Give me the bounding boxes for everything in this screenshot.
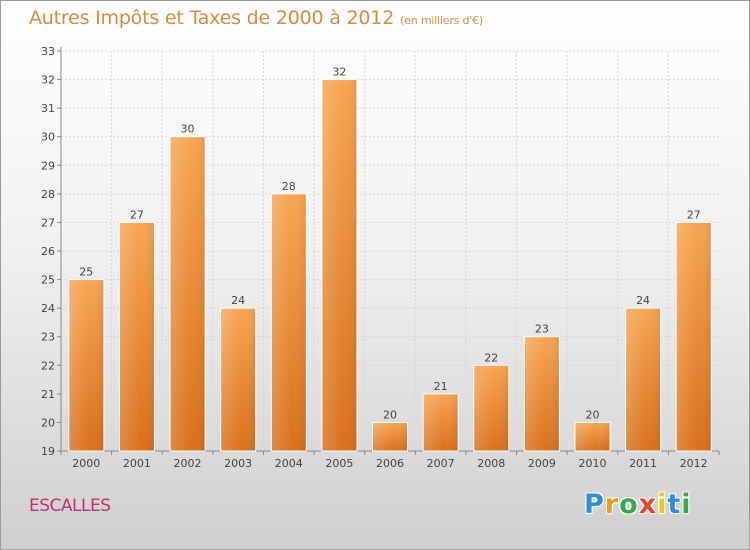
logo-letter-2: o: [619, 489, 639, 520]
bar-shade-2002: [170, 136, 206, 451]
value-label-2003: 24: [231, 294, 245, 307]
y-tick-label-19: 19: [41, 445, 55, 458]
bar-shade-2006: [372, 422, 408, 451]
bar-layer: [68, 79, 712, 452]
bar-shade-2009: [524, 336, 560, 451]
value-label-2002: 30: [181, 123, 195, 136]
value-label-2000: 25: [79, 266, 93, 279]
logo-letter-5: t: [667, 489, 682, 520]
logo-letter-0: P: [584, 489, 605, 520]
chart-title: Autres Impôts et Taxes de 2000 à 2012 (en…: [29, 7, 483, 29]
category-label-2011: 2011: [629, 457, 657, 470]
bar-shade-2008: [473, 365, 509, 451]
y-tick-label-29: 29: [41, 159, 55, 172]
chart-subtitle: (en milliers d'€): [400, 14, 483, 27]
value-label-2005: 32: [332, 66, 346, 79]
place-name: ESCALLES: [29, 496, 111, 516]
value-label-2011: 24: [636, 294, 650, 307]
value-label-2006: 20: [383, 408, 397, 421]
value-label-2009: 23: [535, 323, 549, 336]
category-label-2001: 2001: [123, 457, 151, 470]
chart-title-text: Autres Impôts et Taxes de 2000 à 2012: [29, 7, 395, 29]
logo-letter-4: i: [657, 489, 668, 520]
y-tick-label-27: 27: [41, 216, 55, 229]
category-label-2007: 2007: [427, 457, 455, 470]
category-label-2006: 2006: [376, 457, 404, 470]
value-label-2004: 28: [282, 180, 296, 193]
category-label-2008: 2008: [477, 457, 505, 470]
y-tick-label-33: 33: [41, 45, 55, 58]
y-tick-label-30: 30: [41, 131, 55, 144]
y-tick-label-25: 25: [41, 274, 55, 287]
y-tick-label-24: 24: [41, 302, 55, 315]
bar-shade-2001: [119, 222, 155, 451]
logo-letter-3: x: [638, 489, 658, 520]
category-label-2004: 2004: [275, 457, 303, 470]
y-tick-label-23: 23: [41, 331, 55, 344]
category-label-2009: 2009: [528, 457, 556, 470]
value-label-2008: 22: [484, 351, 498, 364]
bar-shade-2000: [68, 279, 104, 451]
category-label-2012: 2012: [680, 457, 708, 470]
bar-shade-2004: [271, 193, 307, 451]
y-tick-label-26: 26: [41, 245, 55, 258]
proxiti-logo[interactable]: Proxiti: [584, 489, 692, 520]
grid-layer: [61, 50, 719, 451]
value-label-2010: 20: [585, 408, 599, 421]
logo-letter-6: i: [681, 489, 692, 520]
category-label-2002: 2002: [174, 457, 202, 470]
category-label-2005: 2005: [325, 457, 353, 470]
y-tick-label-28: 28: [41, 188, 55, 201]
category-label-2003: 2003: [224, 457, 252, 470]
bar-shade-2011: [625, 308, 661, 451]
y-tick-label-32: 32: [41, 74, 55, 87]
value-label-2007: 21: [434, 380, 448, 393]
bar-shade-2010: [574, 422, 610, 451]
y-tick-label-31: 31: [41, 102, 55, 115]
bar-shade-2007: [423, 393, 459, 451]
y-tick-label-21: 21: [41, 388, 55, 401]
label-layer: 25 2000 27 2001 30 2002 24 2003 28 2004 32 2005 20 20…: [72, 66, 707, 470]
bar-shade-2003: [220, 308, 256, 451]
bar-shade-2012: [676, 222, 712, 451]
y-tick-label-20: 20: [41, 416, 55, 429]
category-label-2000: 2000: [72, 457, 100, 470]
bar-shade-2005: [321, 79, 357, 452]
category-label-2010: 2010: [578, 457, 606, 470]
y-tick-label-22: 22: [41, 359, 55, 372]
value-label-2012: 27: [687, 208, 701, 221]
value-label-2001: 27: [130, 208, 144, 221]
logo-letter-1: r: [604, 489, 620, 520]
